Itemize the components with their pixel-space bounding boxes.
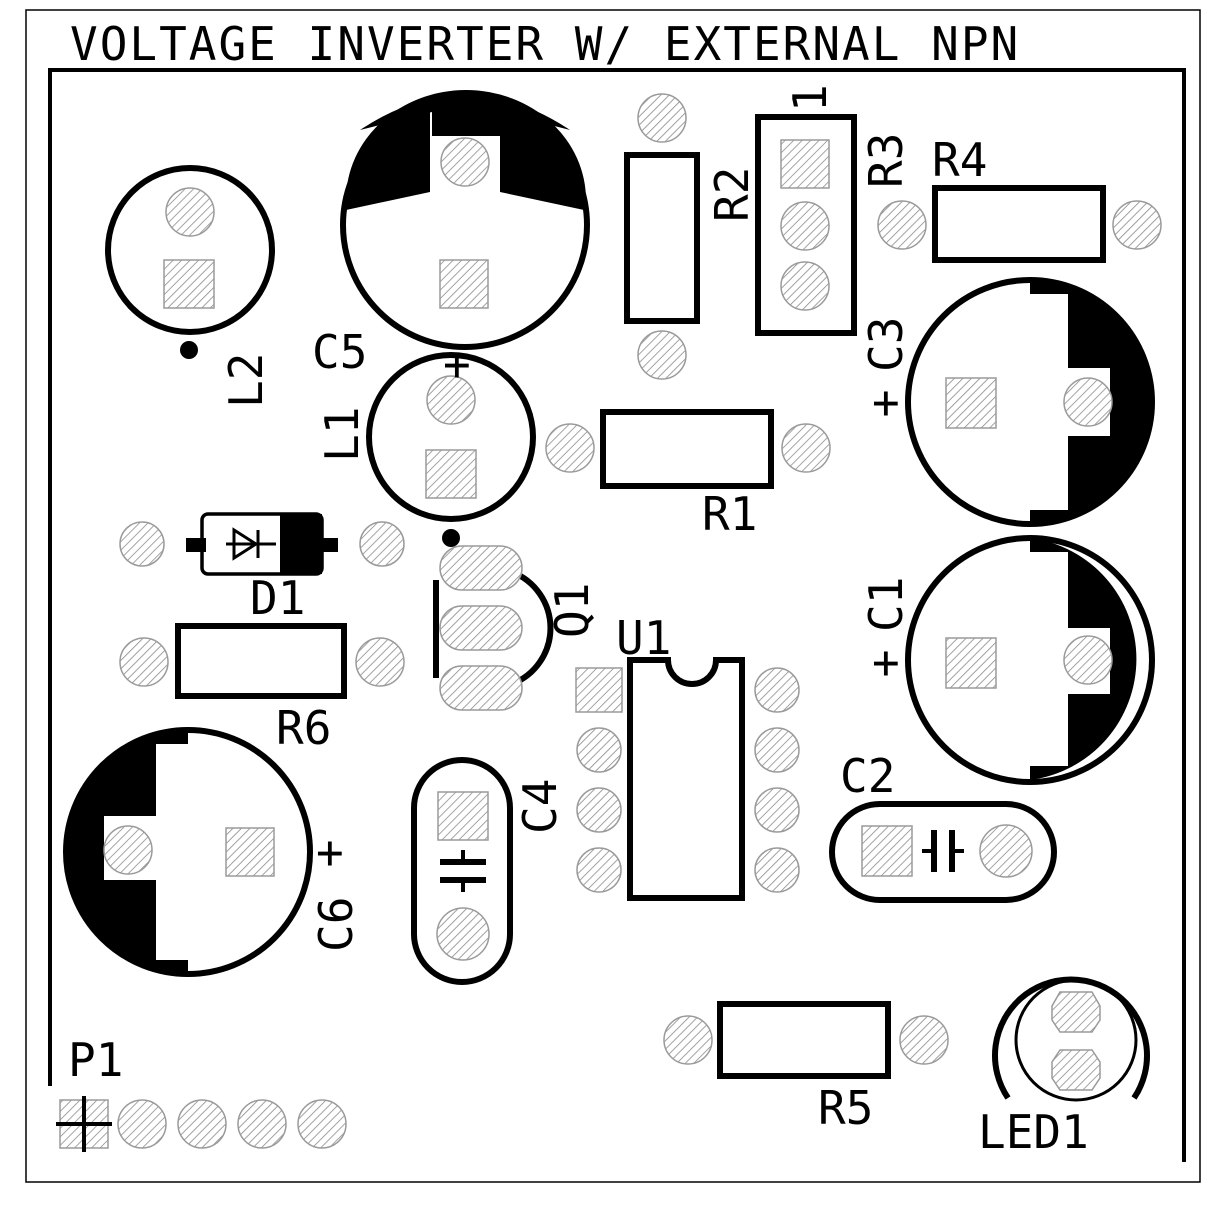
label-r3-pin1: 1 xyxy=(783,84,837,112)
capacitor-c5: C5 xyxy=(312,90,590,379)
label-r1: R1 xyxy=(702,487,757,541)
resistor-r4: R4 xyxy=(877,133,1162,263)
label-c1: C1 xyxy=(859,577,913,632)
label-r2: R2 xyxy=(705,167,759,222)
label-l2: L2 xyxy=(219,353,273,408)
label-u1: U1 xyxy=(616,611,671,665)
capacitor-c4: C4 xyxy=(411,757,567,985)
label-c2: C2 xyxy=(840,749,895,803)
label-c4: C4 xyxy=(513,779,567,834)
trimmer-r3: 1 R3 xyxy=(755,84,913,336)
resistor-r5: R5 xyxy=(663,1001,949,1135)
board-outline xyxy=(25,9,1201,1183)
label-plus-c1: + xyxy=(872,635,900,689)
label-l1: L1 xyxy=(315,407,369,462)
led-led1: LED1 xyxy=(978,976,1150,1159)
capacitor-c1: + C1 xyxy=(859,535,1155,785)
capacitor-c2: C2 xyxy=(829,749,1057,903)
resistor-r2: R2 xyxy=(624,93,759,380)
capacitor-c6: + C6 xyxy=(63,727,363,977)
label-led1: LED1 xyxy=(978,1105,1089,1159)
resistor-r1: R1 xyxy=(545,409,831,541)
transistor-q1: Q1 xyxy=(433,545,599,711)
ic-u1: U1 xyxy=(575,611,800,901)
label-q1: Q1 xyxy=(545,583,599,638)
label-plus-c3: + xyxy=(872,375,900,429)
label-plus-c6: + xyxy=(316,825,344,879)
label-c6: C6 xyxy=(309,897,363,952)
diode-d1: D1 xyxy=(119,512,405,625)
label-r6: R6 xyxy=(276,701,331,755)
board-title: VOLTAGE INVERTER W/ EXTERNAL NPN xyxy=(70,17,1020,71)
capacitor-c3: + C3 xyxy=(859,277,1155,527)
label-r5: R5 xyxy=(818,1081,873,1135)
inductor-l1: + L1 xyxy=(315,337,536,547)
label-r4: R4 xyxy=(932,133,987,187)
label-p1: P1 xyxy=(68,1033,123,1087)
inductor-l2: L2 xyxy=(105,165,275,408)
label-plus-c5: + xyxy=(443,337,471,391)
resistor-r6: R6 xyxy=(119,623,405,755)
label-r3: R3 xyxy=(859,133,913,188)
label-c3: C3 xyxy=(859,317,913,372)
header-p1: P1 xyxy=(56,1033,347,1152)
label-c5: C5 xyxy=(312,325,367,379)
label-d1: D1 xyxy=(250,571,305,625)
